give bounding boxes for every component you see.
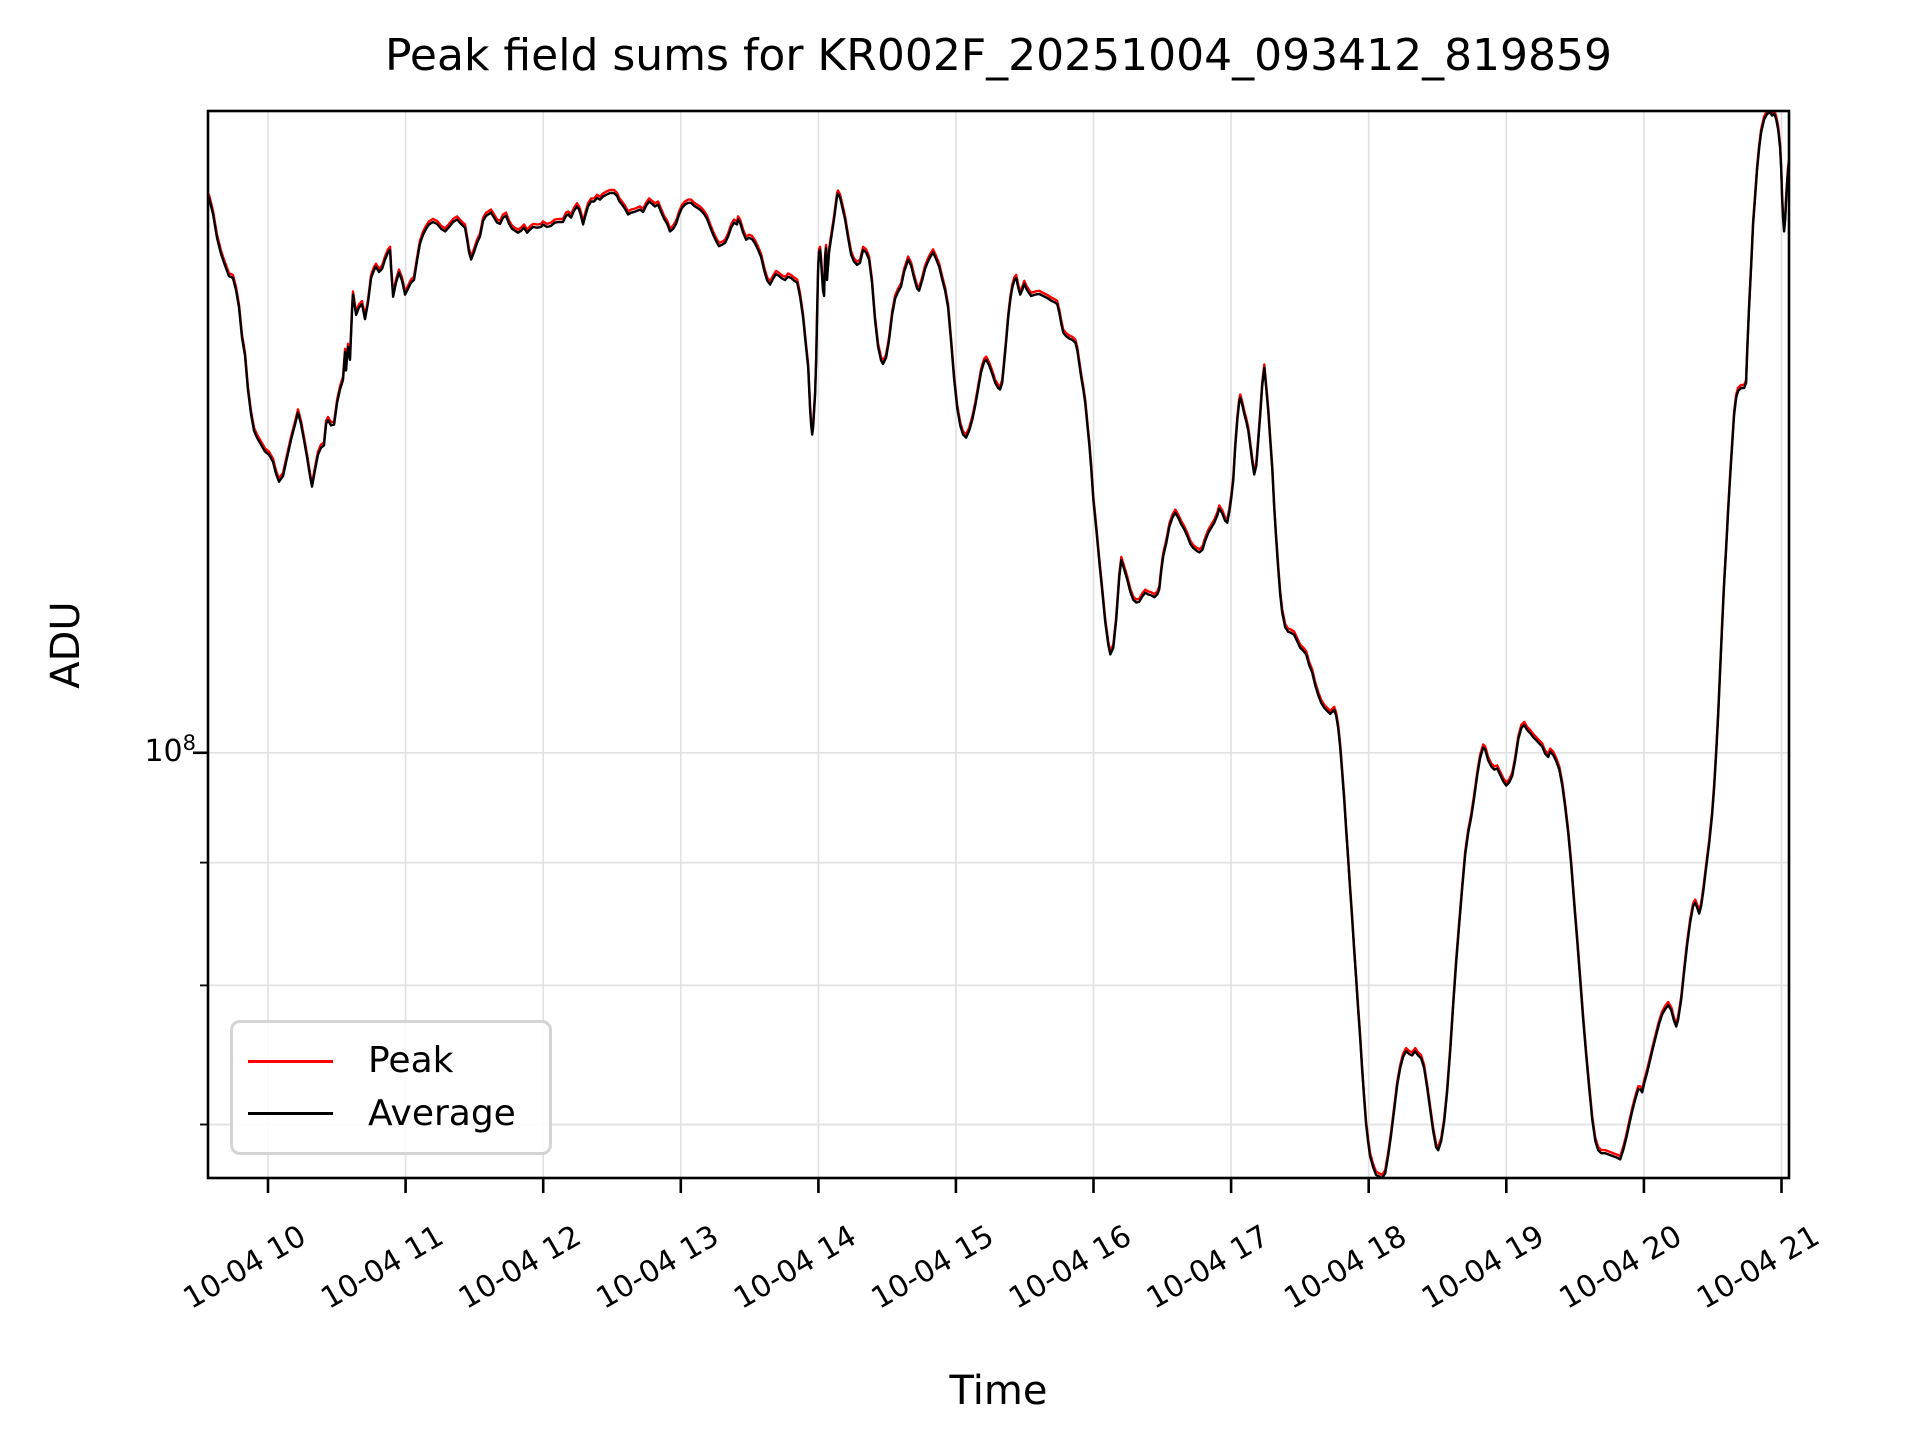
x-tick-label: 10-04 12 xyxy=(453,1219,587,1317)
x-tick-label: 10-04 16 xyxy=(1003,1219,1137,1317)
legend-label-average: Average xyxy=(368,1092,516,1134)
y-axis-label: ADU xyxy=(43,601,89,689)
chart-title: Peak field sums for KR002F_20251004_0934… xyxy=(384,30,1613,81)
average-line-swatch xyxy=(248,1112,333,1116)
legend-item-average: Average xyxy=(248,1092,539,1134)
x-tick-label: 10-04 18 xyxy=(1278,1219,1412,1317)
series-average-line xyxy=(208,111,1789,1178)
y-tick-base: 10 xyxy=(144,734,183,769)
x-tick-label: 10-04 20 xyxy=(1554,1219,1688,1317)
x-tick-label: 10-04 17 xyxy=(1141,1219,1275,1317)
x-tick-label: 10-04 13 xyxy=(590,1219,724,1317)
legend-label-peak: Peak xyxy=(368,1040,454,1082)
x-tick-label: 10-04 11 xyxy=(315,1219,449,1317)
x-tick-label: 10-04 21 xyxy=(1691,1219,1825,1317)
x-tick-label: 10-04 10 xyxy=(178,1219,312,1317)
x-axis-label: Time xyxy=(949,1368,1048,1414)
y-tick-label: 108 xyxy=(90,731,196,769)
y-tick-exponent: 8 xyxy=(182,731,196,755)
plot-frame xyxy=(206,109,1791,1180)
legend: Peak Average xyxy=(230,1020,552,1155)
series-peak-line xyxy=(208,111,1789,1177)
legend-item-peak: Peak xyxy=(248,1043,539,1079)
x-tick-label: 10-04 15 xyxy=(866,1219,1000,1317)
x-tick-label: 10-04 14 xyxy=(728,1219,862,1317)
peak-line-swatch xyxy=(248,1059,333,1063)
x-tick-label: 10-04 19 xyxy=(1416,1219,1550,1317)
